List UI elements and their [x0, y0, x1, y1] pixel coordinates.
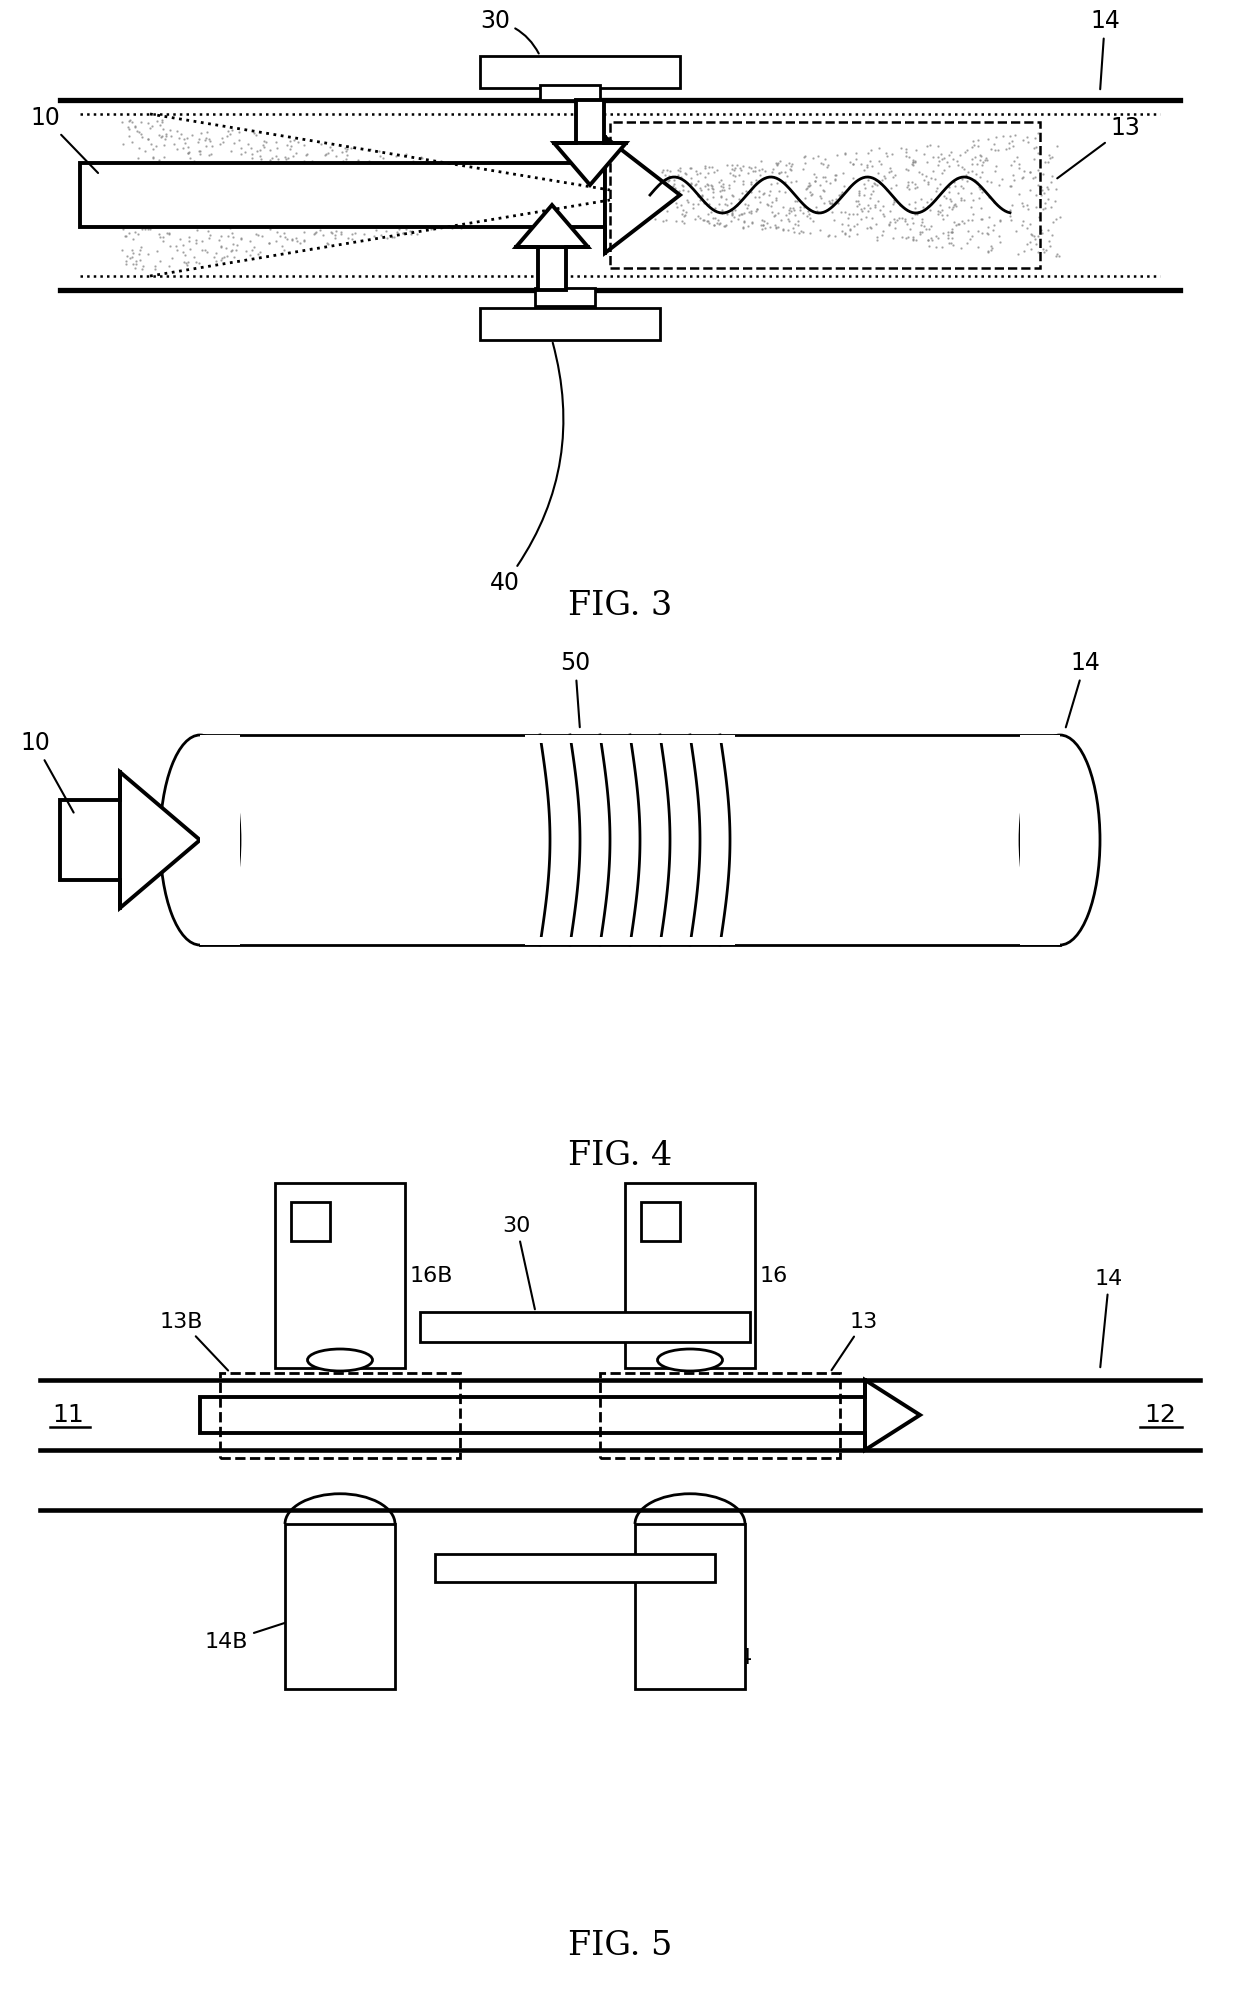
Bar: [200, 734, 1060, 945]
Polygon shape: [554, 143, 626, 185]
Text: 30: 30: [480, 8, 538, 54]
Bar: [635, 1524, 745, 1689]
Bar: [275, 1182, 405, 1367]
Bar: [420, 1311, 750, 1341]
Text: 50: 50: [560, 652, 590, 728]
Bar: [480, 308, 660, 340]
Text: 10: 10: [20, 732, 73, 812]
Text: 16B: 16B: [410, 1265, 454, 1285]
Ellipse shape: [1021, 734, 1100, 945]
Ellipse shape: [160, 734, 241, 945]
Bar: [290, 1201, 330, 1241]
Ellipse shape: [308, 1349, 372, 1372]
Text: 12: 12: [1145, 1404, 1176, 1428]
Text: 16: 16: [760, 1265, 789, 1285]
Text: 30: 30: [502, 1217, 534, 1309]
Polygon shape: [866, 1380, 920, 1450]
Text: 14: 14: [1090, 8, 1120, 88]
Polygon shape: [516, 205, 588, 247]
Bar: [600, 1372, 839, 1458]
Bar: [625, 1182, 755, 1367]
Bar: [480, 56, 680, 88]
Text: 14: 14: [1066, 652, 1100, 728]
Text: 13B: 13B: [160, 1311, 228, 1369]
Text: 13: 13: [1058, 117, 1140, 179]
Bar: [525, 937, 735, 945]
Bar: [81, 163, 605, 227]
Ellipse shape: [657, 1349, 723, 1372]
Bar: [539, 84, 600, 101]
Bar: [200, 734, 241, 945]
Text: FIG. 4: FIG. 4: [568, 1140, 672, 1172]
Text: 40: 40: [490, 342, 563, 595]
Text: 10: 10: [30, 107, 98, 173]
Bar: [285, 1524, 396, 1689]
Text: FIG. 3: FIG. 3: [568, 589, 672, 621]
Text: 14: 14: [702, 1625, 753, 1669]
Bar: [610, 123, 1040, 267]
Bar: [1021, 734, 1060, 945]
Text: 13: 13: [832, 1311, 878, 1369]
Bar: [534, 288, 595, 306]
Bar: [577, 101, 604, 143]
Bar: [200, 1398, 866, 1434]
Bar: [525, 734, 735, 742]
Text: 11: 11: [52, 1404, 84, 1428]
Polygon shape: [605, 137, 680, 253]
Bar: [435, 1555, 715, 1583]
Bar: [538, 247, 565, 290]
Bar: [641, 1201, 680, 1241]
Text: FIG. 5: FIG. 5: [568, 1931, 672, 1963]
Polygon shape: [120, 772, 200, 909]
Bar: [60, 800, 120, 881]
Text: 14: 14: [1095, 1269, 1123, 1367]
Bar: [219, 1372, 460, 1458]
Text: 14B: 14B: [205, 1615, 308, 1651]
